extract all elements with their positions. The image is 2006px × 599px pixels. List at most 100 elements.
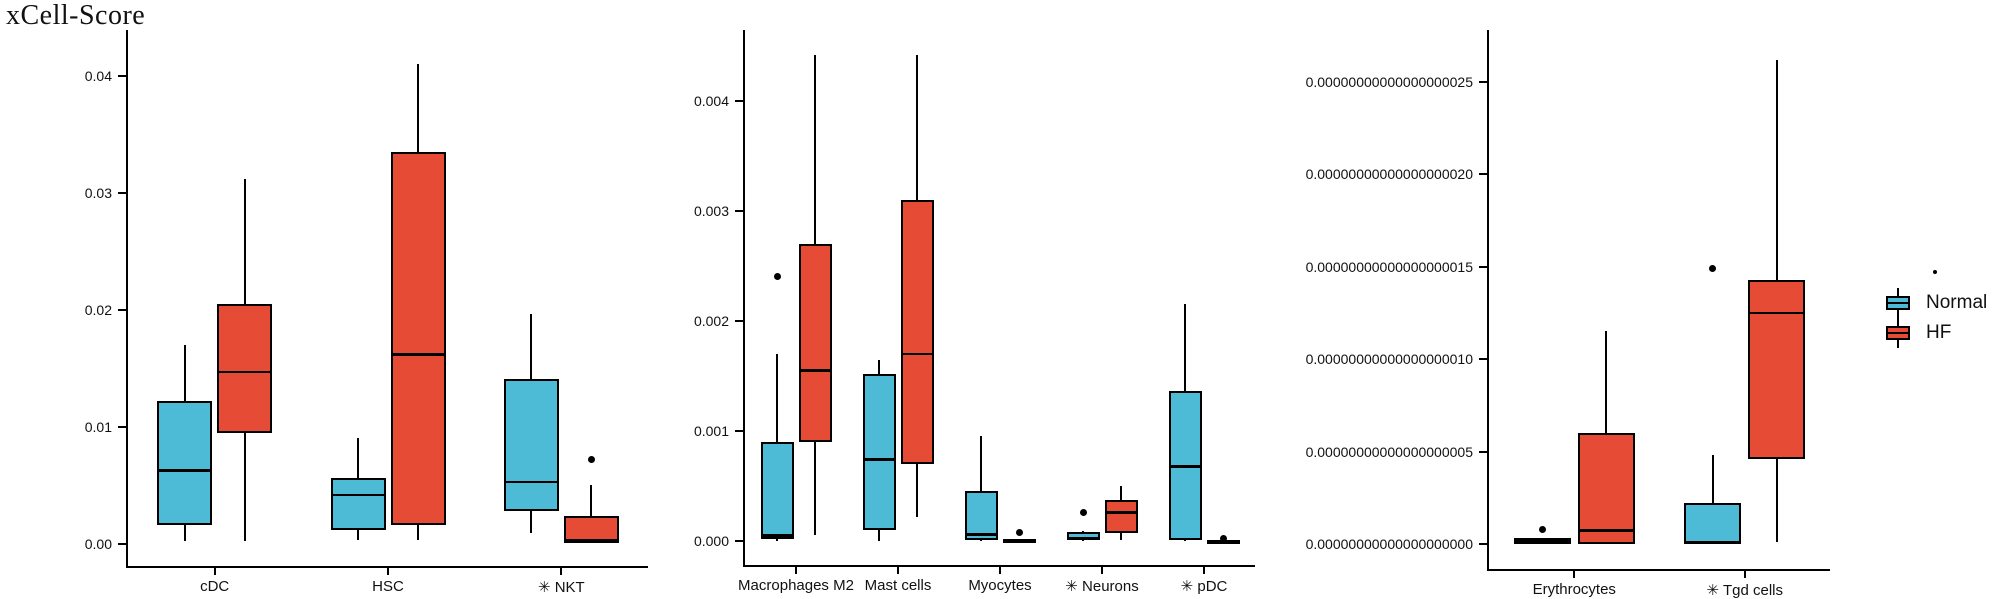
outlier-dot [1015,528,1023,536]
median-line [1168,465,1202,468]
x-tick [999,567,1001,574]
key-median [1886,302,1910,304]
x-axis-line [126,566,648,568]
lower-whisker [916,463,918,517]
y-tick-label: 0.002 [693,312,729,329]
median-line [330,493,386,497]
y-tick-label: 0.00 [84,535,112,552]
upper-whisker [1775,59,1778,280]
lower-whisker [357,529,359,541]
lower-whisker [1082,539,1084,541]
box-hf [798,243,832,442]
lower-whisker [243,432,246,542]
x-tick [1203,567,1205,574]
y-tick [1479,543,1487,546]
x-category-label: ✳ Neurons [1065,578,1139,595]
legend-item-normal: Normal [1882,288,2006,318]
y-tick [118,425,126,428]
upper-whisker [183,344,186,401]
lower-whisker [776,538,778,541]
median-line [900,352,934,356]
median-line [217,370,273,374]
y-tick-label: 0.03 [84,184,112,201]
y-axis-line [1487,30,1489,571]
y-tick-label: 0.00000000000000000025 [1305,73,1473,90]
box-hf [390,151,446,526]
y-tick-label: 0.00000000000000000005 [1305,443,1473,460]
median-line [157,469,213,472]
y-tick [735,429,743,432]
y-tick-label: 0.02 [84,301,112,318]
lower-whisker [530,510,533,534]
box-normal [157,400,213,526]
y-tick-label: 0.00000000000000000020 [1305,166,1473,183]
median-line [862,458,896,461]
upper-whisker [814,54,816,244]
median-line [798,369,832,372]
y-axis-line [126,30,128,568]
lower-whisker [1775,458,1778,543]
outlier-dot [587,456,595,463]
y-tick [735,99,743,102]
x-tick [897,567,899,574]
x-category-label: ✳ Tgd cells [1706,582,1784,599]
y-tick [1479,80,1487,83]
median-line [760,534,794,537]
y-tick [735,319,743,322]
upper-whisker [916,54,918,200]
x-tick [1573,571,1576,578]
upper-whisker [1120,485,1122,501]
legend-item-hf: HF [1882,318,2006,348]
median-line [1748,311,1806,315]
y-tick-label: 0.00000000000000000015 [1305,258,1473,275]
median-line [503,480,559,484]
box-hf [217,303,273,433]
median-line [563,539,619,542]
median-line [1002,538,1036,542]
box-normal [1684,503,1742,545]
y-tick [118,74,126,77]
x-category-label: Erythrocytes [1532,581,1616,598]
box-normal [760,441,794,539]
legend-label-hf: HF [1926,322,1952,343]
x-category-label: Myocytes [968,577,1032,594]
y-tick-label: 0.00000000000000000000 [1305,536,1473,553]
x-tick [387,568,389,575]
upper-whisker [417,63,419,152]
outlier-dot [773,273,781,281]
outlier-dot [1219,535,1227,543]
x-category-label: Macrophages M2 [738,577,854,594]
x-tick [1743,571,1746,578]
x-tick [560,568,563,575]
lower-whisker [1184,539,1186,541]
y-tick-label: 0.001 [693,422,729,439]
y-tick [735,539,743,542]
lower-whisker [980,539,982,541]
x-category-label: ✳ NKT [537,579,585,596]
y-tick-label: 0.003 [693,202,729,219]
lower-whisker [183,525,186,542]
box-normal [503,378,559,511]
upper-whisker [530,314,533,379]
upper-whisker [243,178,246,304]
x-category-label: HSC [372,578,404,595]
box-normal [330,478,386,530]
boxplot-key-icon [1884,318,1912,348]
x-tick [1101,567,1103,574]
lower-whisker [417,525,419,541]
y-tick [1479,450,1487,453]
outlier-dot [1538,525,1546,533]
median-line [1577,529,1635,532]
upper-whisker [878,360,880,374]
x-axis-line [743,565,1255,567]
y-tick [118,191,126,194]
box-hf [1748,279,1806,459]
upper-whisker [1711,455,1714,504]
lower-whisker [814,441,816,536]
legend: Normal HF [1882,270,2006,356]
y-tick [118,542,126,545]
median-line [1104,511,1138,514]
box-normal [964,491,998,540]
boxplot-key-icon [1884,288,1912,318]
